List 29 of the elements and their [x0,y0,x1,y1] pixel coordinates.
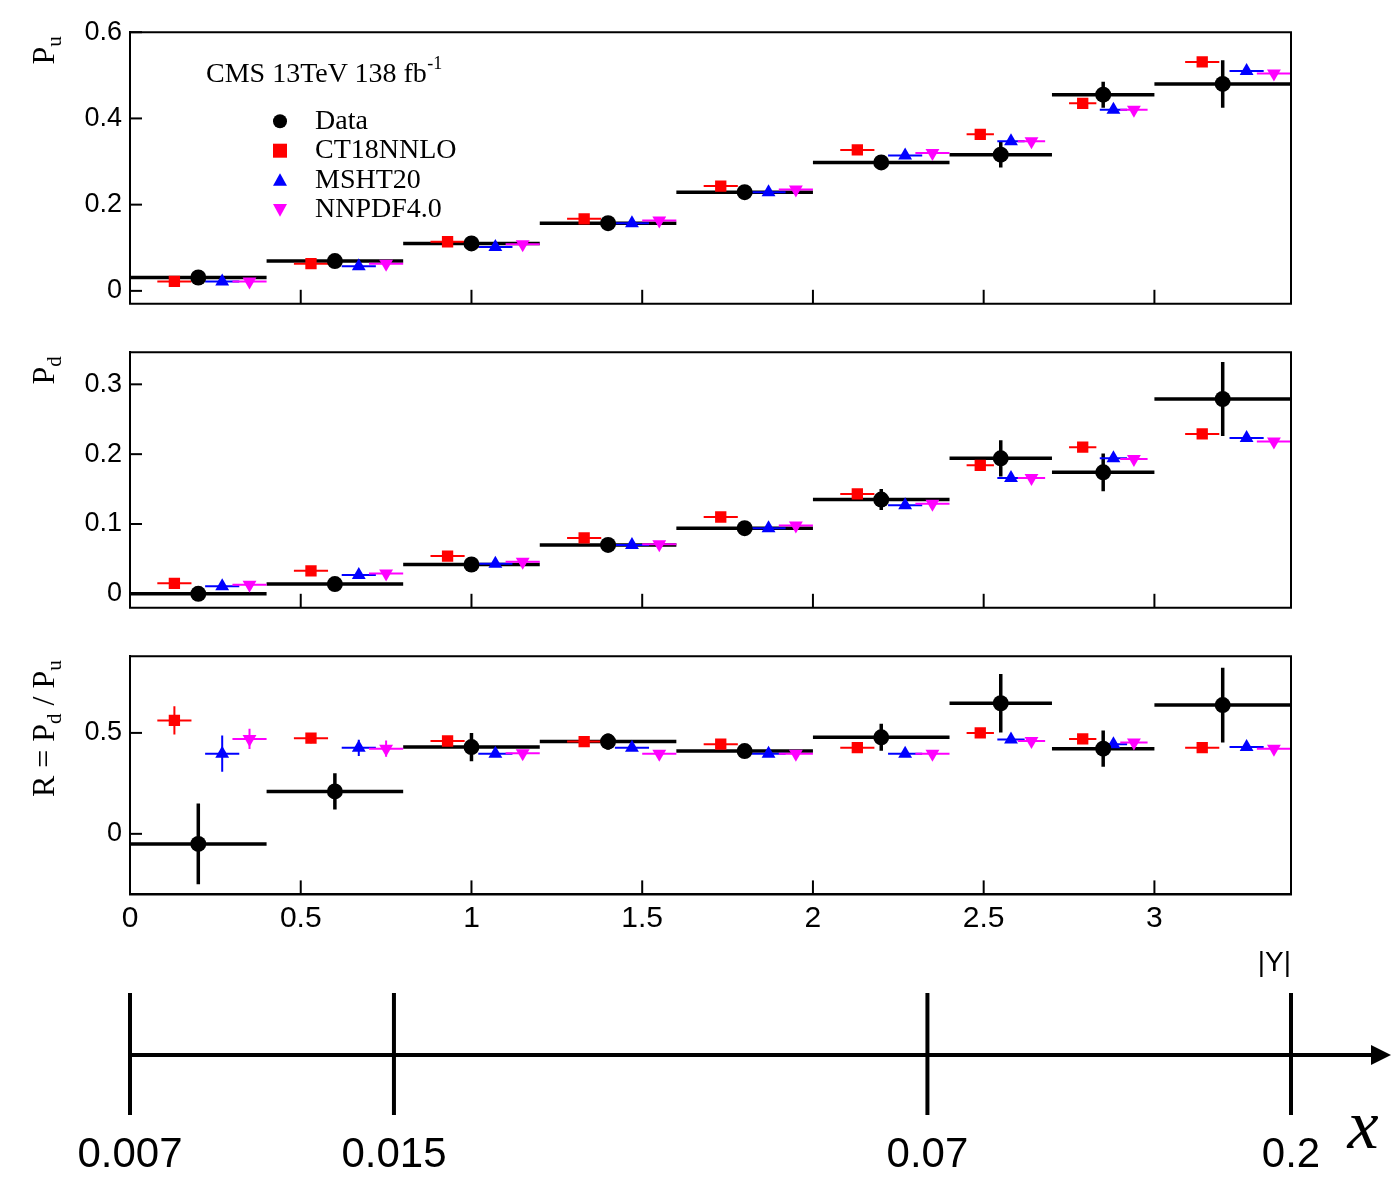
legend-label: Data [315,103,369,135]
y-tick-label: 0.5 [84,716,122,747]
x2-tick-label: 0.015 [341,1128,447,1176]
y-tick-label: 0 [106,817,122,848]
x-axis-title: |Y| [1257,945,1291,977]
y-tick-label: 0.6 [84,15,122,46]
legend-label: NNPDF4.0 [315,192,442,224]
y-tick-label: 0.3 [84,367,122,398]
x-tick-label: 1 [463,899,480,933]
x-tick-label: 0.5 [279,899,322,933]
x-tick-label: 3 [1146,899,1163,933]
legend-label: MSHT20 [315,162,421,194]
y-tick-label: 0.1 [84,507,122,538]
y-tick-label: 0 [106,577,122,608]
y-tick-label: 0.2 [84,188,122,219]
x-tick-label: 1.5 [621,899,664,933]
x2-tick-label: 0.07 [886,1128,969,1176]
legend-label: CT18NNLO [315,133,457,165]
x-tick-label: 2 [804,899,822,933]
y-axis-title: Pd [25,355,67,385]
y-axis-title: Pu [25,35,67,65]
y-tick-label: 0 [106,274,122,305]
x2-tick-label: 0.2 [1261,1128,1321,1176]
x-tick-label: 2.5 [962,899,1005,933]
y-tick-label: 0.2 [84,437,122,468]
x2-axis-title: x [1346,1086,1379,1164]
x2-tick-label: 0.007 [77,1128,183,1176]
y-tick-label: 0.4 [84,101,122,132]
y-axis-title: R = Pd / Pu [25,659,67,798]
